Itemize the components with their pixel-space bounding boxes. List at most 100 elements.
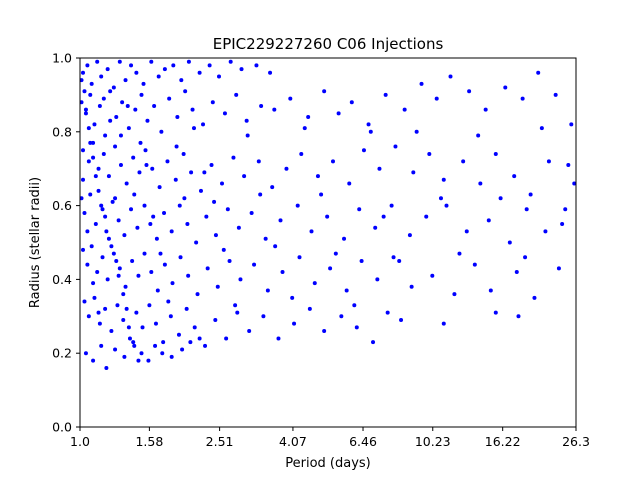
data-point (81, 148, 85, 153)
data-point (96, 166, 101, 171)
data-point (409, 284, 414, 289)
x-tick-label: 4.07 (279, 434, 307, 449)
data-point (242, 174, 247, 179)
data-point (543, 229, 548, 234)
data-point (371, 340, 376, 345)
data-point (536, 70, 541, 75)
data-point (290, 295, 295, 300)
data-point (180, 347, 185, 352)
data-point (131, 155, 136, 160)
data-point (81, 177, 85, 182)
data-point (99, 203, 104, 208)
data-point (503, 85, 508, 90)
x-tick-label: 6.46 (349, 434, 377, 449)
data-point (113, 196, 118, 201)
data-point (152, 103, 157, 108)
data-point (523, 255, 528, 260)
data-point (178, 255, 183, 260)
data-point (325, 214, 330, 219)
data-point (278, 218, 283, 223)
data-point (120, 100, 125, 105)
data-point (461, 159, 466, 164)
data-point (111, 85, 116, 90)
data-point (270, 185, 275, 190)
data-point (130, 258, 135, 263)
y-axis-title: Radius (stellar radii) (28, 177, 43, 308)
data-point (103, 214, 108, 219)
data-point (427, 151, 432, 156)
data-point (217, 74, 221, 79)
data-point (434, 96, 439, 101)
data-point (268, 70, 273, 75)
data-point (185, 222, 190, 227)
data-point (190, 107, 195, 112)
data-point (88, 140, 93, 145)
data-point (184, 306, 189, 311)
data-point (110, 199, 115, 204)
data-point (201, 122, 206, 127)
data-point (106, 174, 111, 179)
data-point (142, 251, 147, 256)
data-point (210, 100, 215, 105)
data-point (225, 207, 230, 212)
data-point (101, 151, 106, 156)
data-point (221, 247, 226, 252)
data-point (117, 59, 122, 64)
data-point (140, 325, 145, 330)
data-point (389, 203, 394, 208)
data-point (182, 196, 187, 201)
data-point (121, 317, 126, 322)
data-point (153, 321, 158, 326)
y-axis: 0.0 0.2 0.4 0.6 0.8 1.0 (52, 51, 80, 435)
data-point (86, 314, 91, 319)
data-point (162, 67, 167, 72)
data-point (116, 273, 121, 278)
x-tick-label: 1.58 (135, 434, 163, 449)
data-point (127, 336, 132, 341)
data-point (103, 306, 108, 311)
data-point (486, 218, 491, 223)
data-point (186, 273, 191, 278)
data-point (126, 126, 131, 131)
data-point (106, 236, 111, 241)
data-point (220, 181, 225, 186)
data-point (546, 159, 551, 164)
data-point (136, 358, 141, 363)
data-point (149, 270, 154, 275)
data-point (249, 210, 254, 215)
data-point (135, 225, 140, 230)
data-point (91, 140, 96, 145)
data-point (91, 281, 96, 286)
data-point (259, 103, 264, 108)
data-point (171, 63, 176, 68)
data-point (118, 133, 123, 138)
data-point (174, 144, 179, 149)
data-point (391, 255, 396, 260)
data-point (448, 74, 453, 79)
data-point (258, 192, 263, 197)
data-point (467, 89, 472, 94)
data-point (145, 118, 150, 123)
data-point (115, 303, 120, 308)
data-point (222, 111, 227, 116)
x-tick-label: 1.0 (70, 434, 90, 449)
y-tick-label: 0.4 (52, 272, 72, 287)
data-point (383, 92, 388, 97)
data-point (100, 255, 105, 260)
data-point (85, 63, 90, 68)
data-point (263, 236, 268, 241)
data-point (147, 303, 152, 308)
y-tick-label: 0.2 (52, 346, 72, 361)
data-point (186, 59, 191, 64)
data-point (134, 70, 139, 75)
data-point (79, 196, 84, 201)
data-point (125, 103, 130, 108)
data-point (319, 192, 324, 197)
y-tick-label: 1.0 (52, 51, 72, 66)
data-point (399, 317, 404, 322)
data-point (151, 214, 156, 219)
data-point (175, 115, 180, 120)
data-point (122, 233, 127, 238)
data-point (366, 122, 371, 127)
